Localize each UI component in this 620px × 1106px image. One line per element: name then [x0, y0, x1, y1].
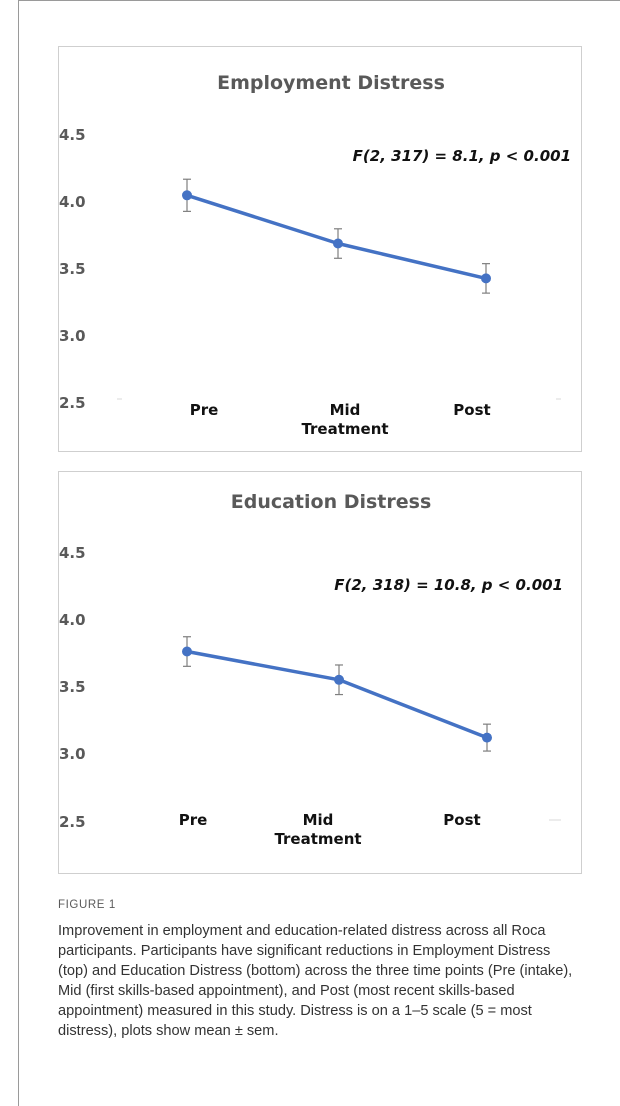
data-point: [482, 732, 492, 743]
figure-caption-block: FIGURE 1 Improvement in employment and e…: [58, 895, 578, 1041]
data-point: [182, 646, 192, 657]
y-tick-label: 4.0: [59, 193, 86, 211]
y-tick-label: 3.0: [59, 327, 86, 345]
category-label-post: Post: [453, 401, 490, 419]
category-label-pre: Pre: [179, 811, 208, 829]
y-tick-label: 4.5: [59, 544, 86, 562]
figure-caption: Improvement in employment and education-…: [58, 923, 573, 1039]
y-tick-label: 3.5: [59, 678, 86, 696]
chart-title: Employment Distress: [217, 72, 445, 94]
data-point: [334, 674, 344, 685]
y-tick-label: 3.0: [59, 745, 86, 763]
education-distress-chart-panel: Education Distress 4.5 4.0 3.5 3.0 2.5 F…: [58, 471, 582, 874]
y-tick-label: 3.5: [59, 260, 86, 278]
y-tick-label: 4.0: [59, 611, 86, 629]
category-label-mid: Mid: [330, 401, 361, 419]
education-distress-chart: Education Distress 4.5 4.0 3.5 3.0 2.5 F…: [59, 491, 563, 848]
category-sublabel-mid: Treatment: [301, 420, 388, 438]
y-tick-label: 2.5: [59, 394, 86, 412]
series-line: [186, 193, 487, 281]
series-marks: [182, 178, 491, 294]
data-point: [333, 238, 343, 249]
series-marks: [182, 636, 492, 752]
category-label-pre: Pre: [190, 401, 219, 419]
category-sublabel-mid: Treatment: [274, 830, 361, 848]
chart-title: Education Distress: [231, 491, 432, 513]
y-tick-label: 4.5: [59, 126, 86, 144]
employment-distress-chart: Employment Distress 4.5 4.0 3.5 3.0 2.5 …: [59, 72, 571, 438]
category-label-mid: Mid: [303, 811, 334, 829]
frame-line-left: [18, 0, 19, 1106]
category-label-post: Post: [443, 811, 480, 829]
y-tick-label: 2.5: [59, 813, 86, 831]
frame-line-top: [18, 0, 620, 1]
employment-distress-chart-panel: Employment Distress 4.5 4.0 3.5 3.0 2.5 …: [58, 46, 582, 452]
stat-annotation: F(2, 317) = 8.1, p < 0.001: [353, 147, 571, 165]
figure-label: FIGURE 1: [58, 899, 116, 911]
stat-annotation: F(2, 318) = 10.8, p < 0.001: [334, 576, 563, 594]
data-point: [481, 273, 491, 284]
data-point: [182, 190, 192, 201]
